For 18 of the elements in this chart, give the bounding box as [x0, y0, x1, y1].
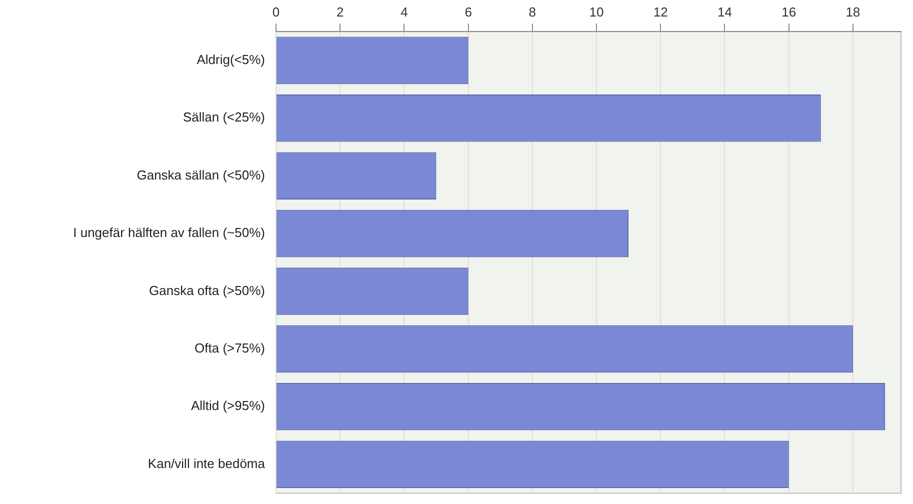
y-tick-label: Alltid (>95%): [190, 398, 265, 414]
x-tick-label: 8: [528, 4, 536, 20]
y-tick-label: Kan/vill inte bedöma: [148, 456, 266, 471]
y-tick-label: Sällan (<25%): [182, 110, 265, 125]
x-tick-label: 10: [589, 4, 604, 20]
x-tick-label: 6: [464, 4, 472, 20]
x-tick-label: 16: [782, 4, 796, 20]
x-tick-label: 2: [336, 4, 344, 20]
y-tick-label: Ganska sällan (<50%): [136, 167, 265, 182]
x-tick-label: 12: [653, 4, 668, 20]
y-tick-label: Ganska ofta (>50%): [149, 282, 265, 298]
y-tick-label: Ofta (>75%): [194, 340, 265, 356]
x-tick-label: 4: [400, 4, 408, 20]
y-tick-label: Aldrig(<5%): [196, 52, 265, 68]
x-tick-label: 18: [846, 4, 860, 20]
x-tick-label: 14: [717, 4, 732, 20]
y-tick-label: I ungefär hälften av fallen (~50%): [73, 225, 265, 240]
x-tick-label: 0: [272, 4, 280, 20]
